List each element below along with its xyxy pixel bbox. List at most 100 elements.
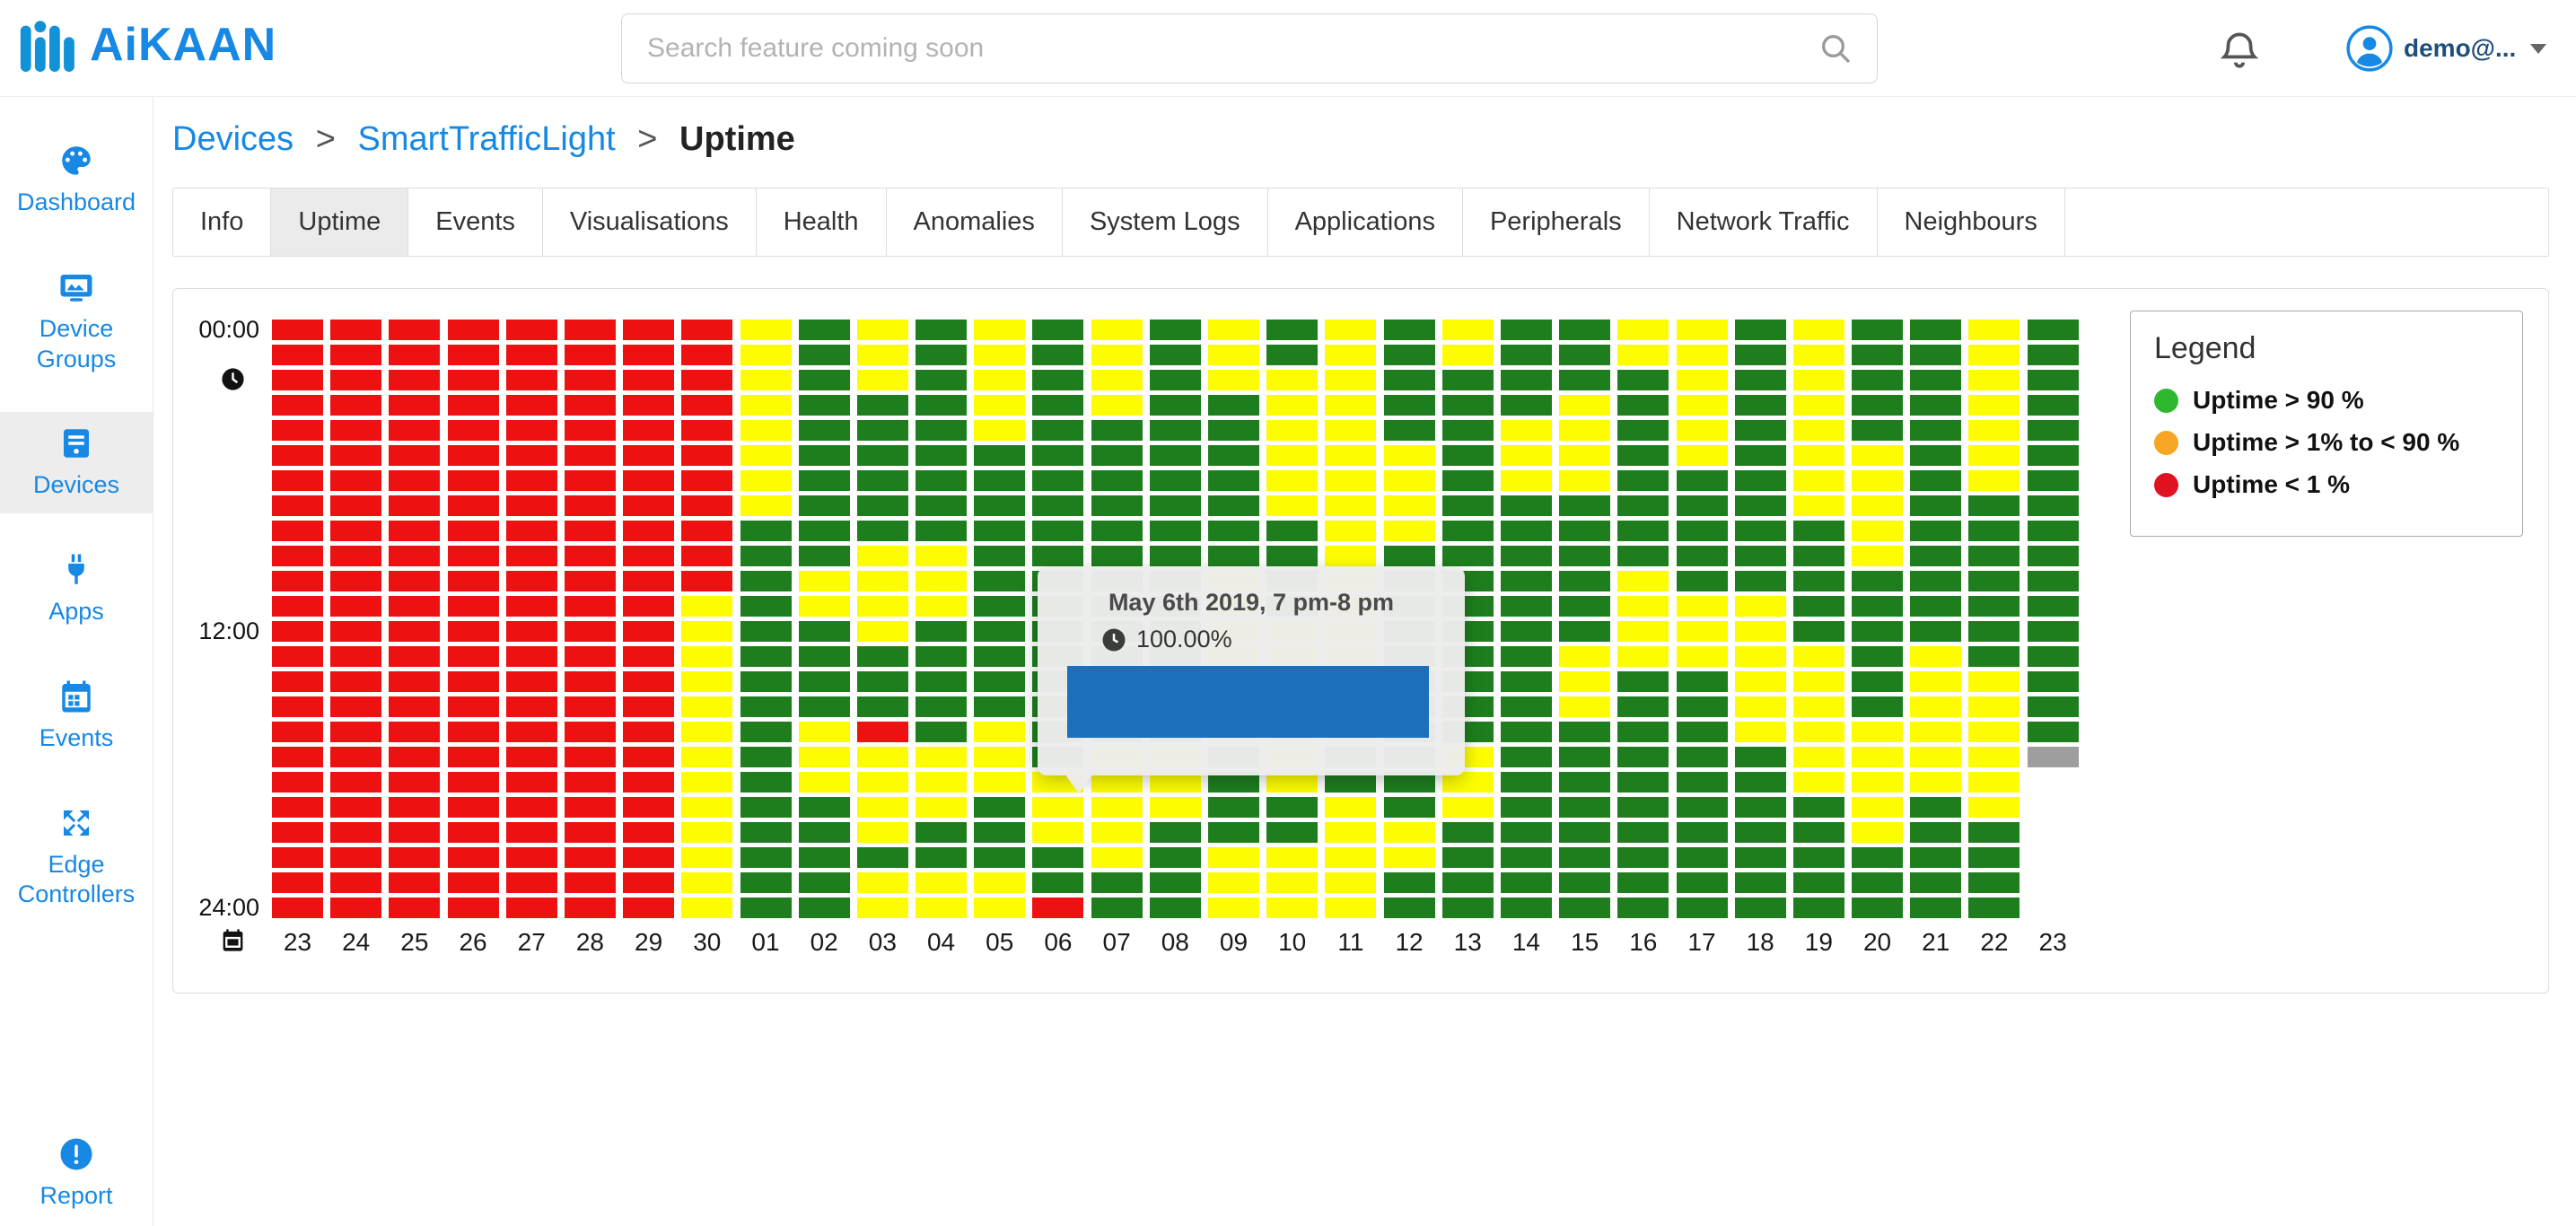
heatmap-cell[interactable] [1383, 495, 1435, 516]
heatmap-cell[interactable] [1910, 747, 1962, 767]
heatmap-cell[interactable] [740, 696, 792, 717]
heatmap-cell[interactable] [798, 521, 850, 541]
heatmap-cell[interactable] [505, 621, 557, 642]
heatmap-cell[interactable] [1617, 420, 1669, 441]
heatmap-cell[interactable] [798, 596, 850, 617]
heatmap-cell[interactable] [1734, 571, 1786, 591]
heatmap-cell[interactable] [1968, 320, 2020, 340]
heatmap-cell[interactable] [564, 898, 616, 918]
heatmap-cell[interactable] [1617, 320, 1669, 340]
heatmap-cell[interactable] [1676, 898, 1728, 918]
heatmap-cell[interactable] [1910, 571, 1962, 591]
heatmap-cell[interactable] [1968, 797, 2020, 818]
heatmap-cell[interactable] [798, 847, 850, 868]
heatmap-cell[interactable] [974, 571, 1026, 591]
heatmap-cell[interactable] [916, 722, 968, 742]
heatmap-cell[interactable] [1500, 671, 1552, 692]
heatmap-cell[interactable] [1266, 772, 1319, 793]
heatmap-cell[interactable] [447, 320, 499, 340]
heatmap-cell[interactable] [798, 571, 850, 591]
heatmap-cell[interactable] [1676, 320, 1728, 340]
heatmap-cell[interactable] [389, 571, 441, 591]
heatmap-cell[interactable] [1441, 370, 1494, 390]
heatmap-cell[interactable] [681, 596, 733, 617]
search-icon[interactable] [1818, 31, 1853, 66]
heatmap-cell[interactable] [1149, 797, 1201, 818]
heatmap-cell[interactable] [1500, 872, 1552, 893]
heatmap-cell[interactable] [1676, 495, 1728, 516]
heatmap-cell[interactable] [1792, 847, 1844, 868]
heatmap-cell[interactable] [1032, 872, 1084, 893]
heatmap-cell[interactable] [272, 722, 323, 742]
heatmap-cell[interactable] [272, 872, 323, 893]
heatmap-cell[interactable] [856, 797, 908, 818]
heatmap-cell[interactable] [1091, 772, 1143, 793]
heatmap-cell[interactable] [1968, 395, 2020, 416]
heatmap-cell[interactable] [974, 445, 1026, 466]
heatmap-cell[interactable] [1383, 395, 1435, 416]
heatmap-cell[interactable] [623, 621, 675, 642]
heatmap-cell[interactable] [1676, 470, 1728, 491]
heatmap-cell[interactable] [2027, 445, 2079, 466]
heatmap-cell[interactable] [798, 898, 850, 918]
heatmap-cell[interactable] [1325, 395, 1377, 416]
heatmap-cell[interactable] [916, 898, 968, 918]
heatmap-cell[interactable] [1559, 898, 1611, 918]
heatmap-cell[interactable] [916, 596, 968, 617]
heatmap-cell[interactable] [623, 847, 675, 868]
heatmap-cell[interactable] [505, 898, 557, 918]
heatmap-cell[interactable] [681, 621, 733, 642]
heatmap-cell[interactable] [330, 671, 382, 692]
heatmap-cell[interactable] [1910, 420, 1962, 441]
heatmap-cell[interactable] [1559, 370, 1611, 390]
heatmap-cell[interactable] [1734, 320, 1786, 340]
heatmap-cell[interactable] [740, 345, 792, 365]
heatmap-cell[interactable] [856, 546, 908, 566]
heatmap-cell[interactable] [1441, 847, 1494, 868]
heatmap-cell[interactable] [1266, 395, 1319, 416]
heatmap-cell[interactable] [798, 872, 850, 893]
heatmap-cell[interactable] [1559, 872, 1611, 893]
heatmap-cell[interactable] [1149, 847, 1201, 868]
heatmap-cell[interactable] [564, 521, 616, 541]
heatmap-cell[interactable] [1325, 370, 1377, 390]
heatmap-cell[interactable] [916, 345, 968, 365]
heatmap-cell[interactable] [505, 571, 557, 591]
heatmap-cell[interactable] [681, 370, 733, 390]
heatmap-cell[interactable] [623, 571, 675, 591]
heatmap-cell[interactable] [1091, 395, 1143, 416]
heatmap-cell[interactable] [1792, 898, 1844, 918]
heatmap-cell[interactable] [916, 495, 968, 516]
heatmap-cell[interactable] [1149, 370, 1201, 390]
heatmap-cell[interactable] [564, 646, 616, 667]
heatmap-cell[interactable] [1734, 847, 1786, 868]
heatmap-cell[interactable] [1383, 546, 1435, 566]
heatmap-cell[interactable] [1734, 722, 1786, 742]
heatmap-cell[interactable] [1032, 420, 1084, 441]
heatmap-cell[interactable] [1910, 596, 1962, 617]
heatmap-cell[interactable] [1325, 445, 1377, 466]
heatmap-cell[interactable] [1091, 822, 1143, 843]
heatmap-cell[interactable] [1852, 596, 1904, 617]
heatmap-cell[interactable] [330, 747, 382, 767]
heatmap-cell[interactable] [798, 696, 850, 717]
heatmap-cell[interactable] [856, 420, 908, 441]
heatmap-cell[interactable] [916, 445, 968, 466]
heatmap-cell[interactable] [1676, 772, 1728, 793]
heatmap-cell[interactable] [1266, 445, 1319, 466]
heatmap-cell[interactable] [1968, 822, 2020, 843]
heatmap-cell[interactable] [389, 470, 441, 491]
heatmap-cell[interactable] [916, 671, 968, 692]
heatmap-cell[interactable] [1734, 646, 1786, 667]
heatmap-cell[interactable] [330, 370, 382, 390]
heatmap-cell[interactable] [856, 495, 908, 516]
sidebar-item-report[interactable]: Report [0, 1123, 153, 1224]
heatmap-cell[interactable] [564, 395, 616, 416]
heatmap-cell[interactable] [1852, 747, 1904, 767]
heatmap-cell[interactable] [1968, 420, 2020, 441]
heatmap-cell[interactable] [1676, 646, 1728, 667]
heatmap-cell[interactable] [1032, 470, 1084, 491]
heatmap-cell[interactable] [505, 495, 557, 516]
heatmap-cell[interactable] [389, 445, 441, 466]
heatmap-cell[interactable] [1091, 445, 1143, 466]
